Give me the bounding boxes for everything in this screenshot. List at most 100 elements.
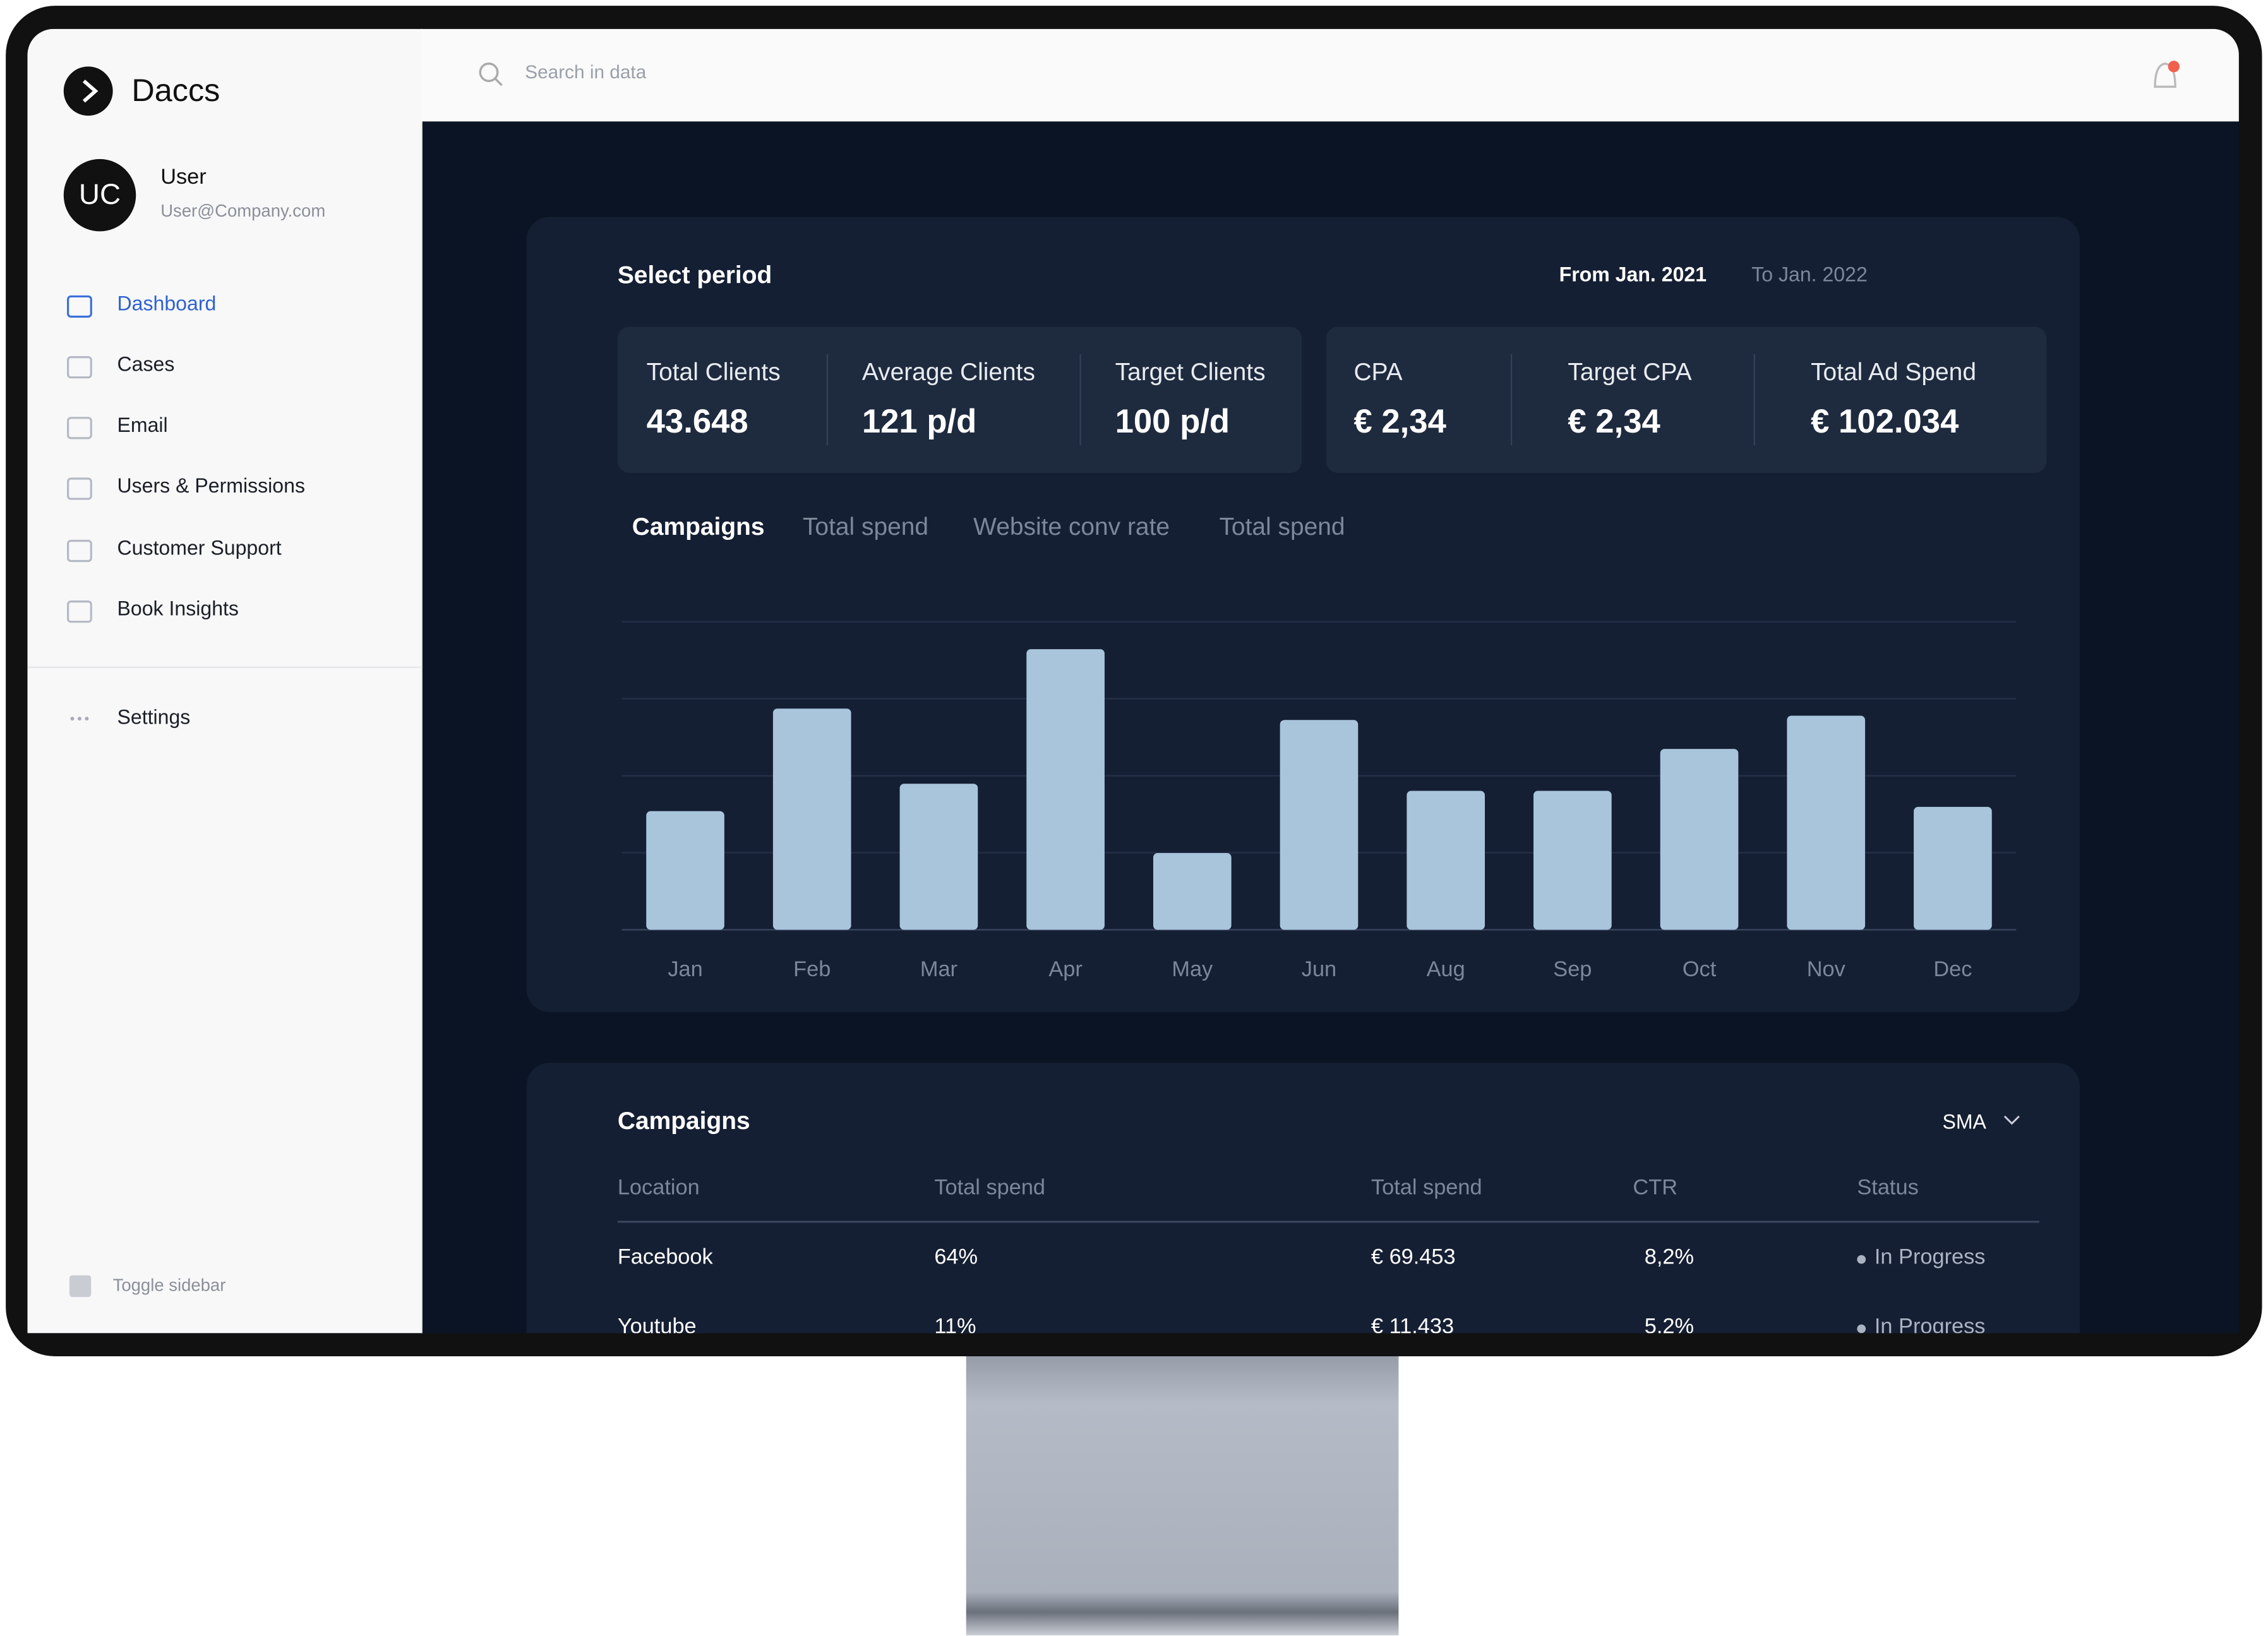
bar [899, 784, 978, 930]
x-tick-label: Mar [920, 957, 957, 981]
monitor-stand [966, 1344, 1399, 1635]
toggle-sidebar[interactable]: Toggle sidebar [112, 1275, 226, 1296]
table-cell: 64% [934, 1245, 978, 1270]
table-cell: Youtube [617, 1314, 697, 1334]
nav-icon [67, 600, 92, 623]
nav-item[interactable]: Book Insights [117, 596, 239, 620]
x-tick-label: Aug [1427, 957, 1465, 981]
top-bar [421, 28, 2239, 122]
screen-content: Jan Feb Mar Apr May Jun Aug Sep Oct Nov Dec Daccs U… [27, 28, 2239, 1334]
tab[interactable]: Website conv rate [973, 513, 1170, 541]
table-cell: € 11.433 [1371, 1314, 1455, 1334]
status-dot [1857, 1324, 1866, 1334]
stat-label: Average Clients [861, 358, 1035, 386]
sidebar-divider [27, 666, 421, 668]
bar [1280, 720, 1359, 930]
tab[interactable]: Total spend [802, 513, 929, 541]
table-cell: 11% [934, 1314, 976, 1334]
bar [1914, 806, 1992, 930]
bar [1407, 791, 1485, 930]
card-title: Campaigns [617, 1107, 750, 1135]
table-cell: Facebook [617, 1245, 713, 1270]
tab[interactable]: Campaigns [632, 513, 765, 541]
bar [1787, 715, 1866, 930]
stat-value: € 2,34 [1568, 402, 1660, 440]
stat-label: Target CPA [1568, 358, 1692, 386]
user-email: User@Company.com [160, 200, 326, 221]
nav-icon [67, 477, 92, 500]
nav-item[interactable]: Settings [117, 705, 191, 729]
avatar [63, 158, 136, 232]
x-tick-label: Nov [1807, 957, 1846, 981]
logo-glyph [82, 80, 99, 103]
nav-item[interactable]: Email [117, 413, 168, 436]
nav-item[interactable]: Users & Permissions [117, 474, 306, 497]
nav-item[interactable]: Dashboard [117, 291, 217, 315]
search-placeholder[interactable]: Search in data [525, 61, 647, 83]
x-tick-label: Dec [1933, 957, 1972, 981]
x-tick-label: Jan [668, 957, 702, 981]
stat-label: Total Clients [646, 358, 781, 386]
period-to[interactable]: To Jan. 2022 [1751, 262, 1868, 286]
bell-icon[interactable] [2154, 63, 2176, 88]
column-header: Status [1857, 1175, 1919, 1200]
nav-icon [67, 356, 92, 379]
stat-value: € 2,34 [1353, 402, 1446, 440]
search-icon [493, 77, 503, 87]
table-card [526, 1063, 2080, 1334]
bar [1153, 853, 1232, 930]
stat-label: Total Ad Spend [1811, 358, 1976, 386]
stat-value: 121 p/d [861, 402, 977, 440]
notification-dot [2168, 61, 2180, 73]
bar [1533, 791, 1612, 930]
stat-value: € 102.034 [1811, 402, 1959, 440]
nav-icon [67, 417, 92, 439]
nav-item[interactable]: Cases [117, 352, 175, 376]
nav-icon [67, 295, 92, 318]
screen: Jan Feb Mar Apr May Jun Aug Sep Oct Nov Dec Daccs U… [27, 28, 2239, 1334]
avatar-initials: UC [78, 179, 121, 212]
x-tick-label: Feb [793, 957, 831, 981]
dropdown-chevron[interactable] [2003, 1115, 2020, 1125]
column-header: CTR [1633, 1175, 1678, 1200]
nav-item[interactable]: Customer Support [117, 535, 282, 559]
x-tick-label: Apr [1048, 957, 1082, 981]
bar [1026, 649, 1105, 930]
toggle-icon[interactable] [69, 1275, 92, 1298]
table-cell: € 69.453 [1371, 1245, 1456, 1270]
x-tick-label: May [1172, 957, 1213, 981]
brand: Daccs [131, 72, 220, 109]
column-header: Total spend [1371, 1175, 1482, 1200]
x-tick-label: Jun [1302, 957, 1336, 981]
table-cell: 5,2% [1644, 1314, 1695, 1334]
nav-icon [67, 539, 92, 563]
bar [1660, 749, 1739, 930]
x-tick-label: Oct [1683, 957, 1717, 981]
user-name: User [160, 165, 207, 189]
tab[interactable]: Total spend [1219, 513, 1345, 541]
table-cell: In Progress [1874, 1245, 1986, 1270]
column-header: Location [617, 1175, 700, 1200]
table-cell: In Progress [1874, 1314, 1986, 1334]
search-icon [479, 63, 499, 82]
stat-value: 100 p/d [1115, 402, 1230, 440]
logo [63, 66, 113, 116]
icons [63, 61, 2180, 1334]
column-header: Total spend [934, 1175, 1046, 1200]
stats-box [1326, 326, 2047, 473]
table-cell: 8,2% [1644, 1245, 1695, 1270]
status-dot [1857, 1255, 1866, 1264]
x-tick-label: Sep [1553, 957, 1592, 981]
stats-box [617, 326, 1302, 473]
stat-value: 43.648 [646, 402, 748, 440]
bar [646, 811, 724, 930]
chart: Jan Feb Mar Apr May Jun Aug Sep Oct Nov Dec [621, 621, 2017, 981]
sidebar [27, 28, 423, 1334]
bar [772, 708, 851, 930]
card-title: Select period [617, 261, 772, 289]
period-from[interactable]: From Jan. 2021 [1559, 262, 1707, 286]
filter-dropdown[interactable]: SMA [1942, 1109, 1986, 1133]
stat-label: Target Clients [1115, 358, 1266, 386]
